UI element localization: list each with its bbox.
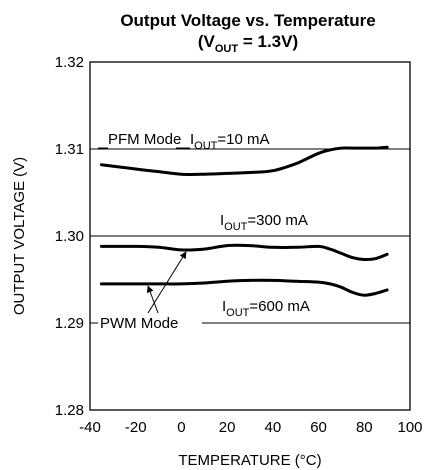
y-tick-label: 1.31 xyxy=(55,141,84,158)
x-tick-label: 0 xyxy=(177,419,185,436)
y-axis-label: OUTPUT VOLTAGE (V) xyxy=(11,157,28,315)
tick-labels: 1.28 1.29 1.30 1.31 1.32 -40 -20 0 20 40 60 80 100 xyxy=(55,54,423,436)
series-line-iout-10ma xyxy=(99,145,389,176)
y-tick-label: 1.29 xyxy=(55,315,84,332)
iout-300ma-label: IOUT=300 mA xyxy=(220,212,308,233)
chart-subtitle: (VOUT = 1.3V) xyxy=(198,32,298,55)
series-line-iout-600ma xyxy=(99,278,389,297)
series-lines xyxy=(99,145,389,297)
x-tick-label: 100 xyxy=(397,419,422,436)
pfm-mode-label: PFM Mode xyxy=(108,131,181,148)
pfm-label-bg xyxy=(104,128,274,148)
grid-lines xyxy=(90,148,410,324)
y-tick-label: 1.32 xyxy=(55,54,84,71)
y-tick-label: 1.28 xyxy=(55,402,84,419)
iout-600ma-label: IOUT=600 mA xyxy=(222,298,310,319)
x-tick-label: 40 xyxy=(265,419,282,436)
x-tick-label: -20 xyxy=(125,419,147,436)
x-axis-label: TEMPERATURE (°C) xyxy=(178,452,321,469)
pwm-arrow-2 xyxy=(146,285,159,314)
x-tick-label: -40 xyxy=(79,419,101,436)
x-tick-label: 20 xyxy=(219,419,236,436)
pwm-mode-label: PWM Mode xyxy=(100,315,178,332)
series-line-iout-300ma xyxy=(99,243,389,262)
iout-10ma-label: IOUT=10 mA xyxy=(190,131,270,152)
x-tick-label: 60 xyxy=(310,419,327,436)
plot-frame xyxy=(89,61,411,411)
y-tick-label: 1.30 xyxy=(55,228,84,245)
x-tick-label: 80 xyxy=(356,419,373,436)
chart-title: Output Voltage vs. Temperature xyxy=(120,11,375,30)
pwm-label-bg xyxy=(98,313,202,333)
